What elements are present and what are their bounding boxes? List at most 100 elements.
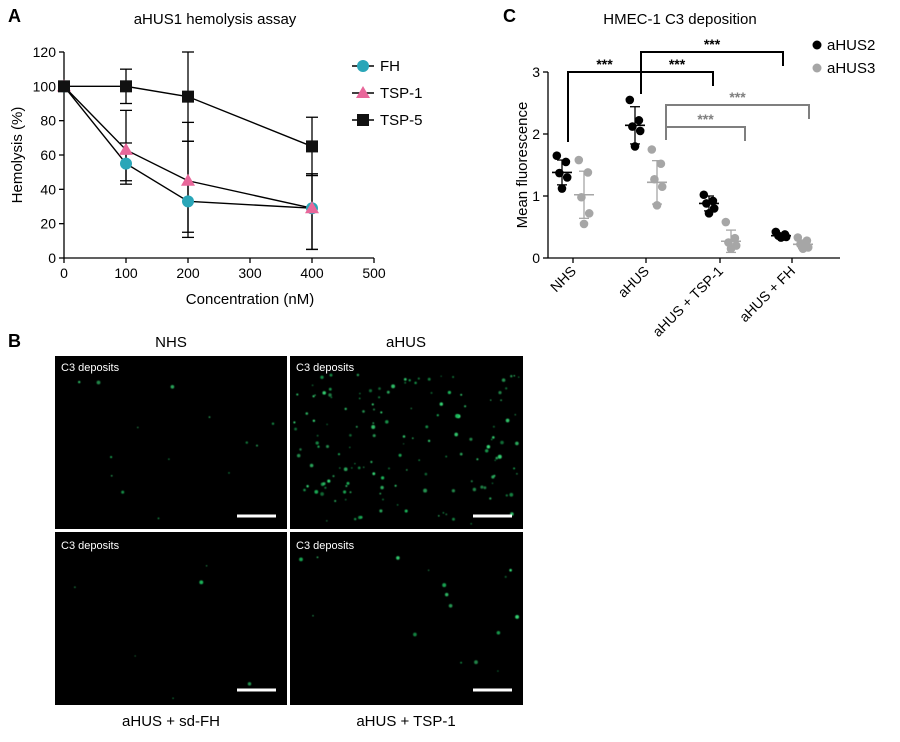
point-ahus2 (699, 190, 709, 200)
series-line-tsp-5 (64, 85, 313, 148)
point-tsp-1 (305, 201, 319, 214)
point-ahus3 (793, 233, 803, 242)
point-ahus3 (579, 219, 589, 229)
point-ahus3 (574, 155, 584, 165)
x-tick-label: aHUS + TSP-1 (649, 263, 726, 340)
point-ahus3 (721, 217, 731, 227)
x-tick-label: 500 (362, 265, 386, 281)
micrograph-nhs: C3 deposits (55, 356, 287, 529)
point-ahus3 (647, 145, 657, 154)
micrograph-overlay-label: C3 deposits (61, 540, 120, 552)
point-ahus2 (561, 157, 571, 167)
chart-c-title: HMEC-1 C3 deposition (603, 11, 756, 28)
x-tick-label: 300 (238, 265, 262, 281)
y-tick-label: 2 (532, 126, 540, 142)
legend-marker-tsp-1 (356, 86, 370, 98)
series-line-tsp-1 (63, 85, 313, 209)
hemolysis-chart: aHUS1 hemolysis assay Concentration (nM)… (9, 11, 423, 308)
y-tick-label: 0 (532, 250, 540, 266)
point-ahus3 (802, 236, 812, 245)
point-ahus2 (628, 122, 637, 131)
point-ahus3 (583, 168, 593, 177)
y-tick-label: 60 (40, 147, 56, 163)
point-ahus2 (557, 184, 567, 193)
legend-label-fh: FH (380, 58, 400, 75)
point-ahus3 (726, 244, 736, 253)
y-tick-label: 100 (33, 78, 57, 94)
legend-marker-tsp-5 (357, 114, 369, 126)
micrograph-panel: NHS aHUS aHUS + sd-FH aHUS + TSP-1 C3 de… (55, 334, 523, 730)
point-tsp-1 (119, 142, 133, 155)
micrograph-nhs-title: NHS (155, 334, 187, 351)
point-ahus3 (652, 201, 662, 210)
significance-label: *** (704, 36, 721, 52)
x-tick-label: 0 (60, 265, 68, 281)
point-ahus3 (798, 244, 808, 253)
legend-label-tsp-1: TSP-1 (380, 85, 423, 102)
point-fh (120, 157, 132, 170)
point-ahus2 (634, 116, 644, 125)
point-ahus3 (657, 182, 667, 191)
y-tick-label: 3 (532, 64, 540, 80)
micrograph-ahus-tsp1-title: aHUS + TSP-1 (356, 713, 455, 730)
x-tick-label: 200 (176, 265, 200, 281)
significance-label: *** (669, 56, 686, 72)
y-tick-label: 20 (40, 216, 56, 232)
y-tick-label: 40 (40, 181, 56, 197)
significance-label: *** (729, 89, 746, 105)
legend-label-ahus3: aHUS3 (827, 60, 875, 77)
point-tsp-5 (306, 140, 318, 153)
x-tick-label: 100 (114, 265, 138, 281)
micrograph-ahus-sdfh-title: aHUS + sd-FH (122, 713, 220, 730)
legend-marker-ahus2 (812, 40, 822, 50)
y-tick-label: 1 (532, 188, 540, 204)
chart-a-title: aHUS1 hemolysis assay (134, 11, 297, 28)
micrograph-ahus-tsp1: C3 deposits (290, 532, 523, 705)
point-ahus2 (630, 142, 640, 151)
point-tsp-5 (182, 90, 194, 103)
micrograph-ahus: C3 deposits (290, 356, 523, 529)
chart-c-ylabel: Mean fluorescence (514, 102, 531, 229)
point-ahus2 (704, 209, 714, 218)
y-tick-label: 0 (48, 250, 56, 266)
point-ahus3 (650, 174, 659, 184)
micrograph-ahus-sdfh: C3 deposits (55, 532, 287, 705)
point-tsp-1 (181, 173, 195, 186)
significance-bracket: *** (641, 56, 714, 86)
legend-label-tsp-5: TSP-5 (380, 112, 423, 129)
point-ahus3 (730, 233, 740, 243)
legend-label-ahus2: aHUS2 (827, 37, 875, 54)
c3-deposition-chart: HMEC-1 C3 deposition Mean fluorescence 0… (514, 11, 875, 340)
x-tick-label: 400 (300, 265, 324, 281)
point-ahus3 (584, 209, 594, 218)
x-tick-label: aHUS + FH (736, 263, 798, 325)
chart-a-xlabel: Concentration (nM) (186, 291, 314, 308)
point-ahus2 (776, 233, 786, 242)
x-tick-label: NHS (547, 263, 579, 295)
significance-label: *** (596, 56, 613, 72)
micrograph-overlay-label: C3 deposits (296, 540, 355, 552)
x-tick-label: aHUS (614, 263, 652, 301)
micrograph-ahus-title: aHUS (386, 334, 426, 351)
legend-marker-ahus3 (812, 63, 822, 73)
significance-bracket: *** (665, 89, 810, 140)
legend-marker-fh (357, 60, 369, 72)
micrograph-overlay-label: C3 deposits (296, 362, 355, 374)
point-ahus3 (656, 159, 666, 169)
significance-bracket: *** (567, 56, 642, 142)
point-ahus2 (562, 173, 572, 182)
significance-label: *** (697, 111, 714, 127)
panel-label-c: C (503, 6, 516, 26)
point-ahus2 (552, 151, 562, 160)
point-tsp-5 (120, 80, 132, 93)
y-tick-label: 120 (33, 44, 57, 60)
chart-a-ylabel: Hemolysis (%) (9, 107, 26, 204)
y-tick-label: 80 (40, 113, 56, 129)
point-tsp-5 (58, 80, 70, 93)
significance-bracket: *** (665, 111, 746, 141)
series-line-fh (63, 85, 313, 209)
panel-label-a: A (8, 6, 21, 26)
point-ahus2 (625, 95, 635, 105)
significance-bracket: *** (640, 36, 784, 76)
